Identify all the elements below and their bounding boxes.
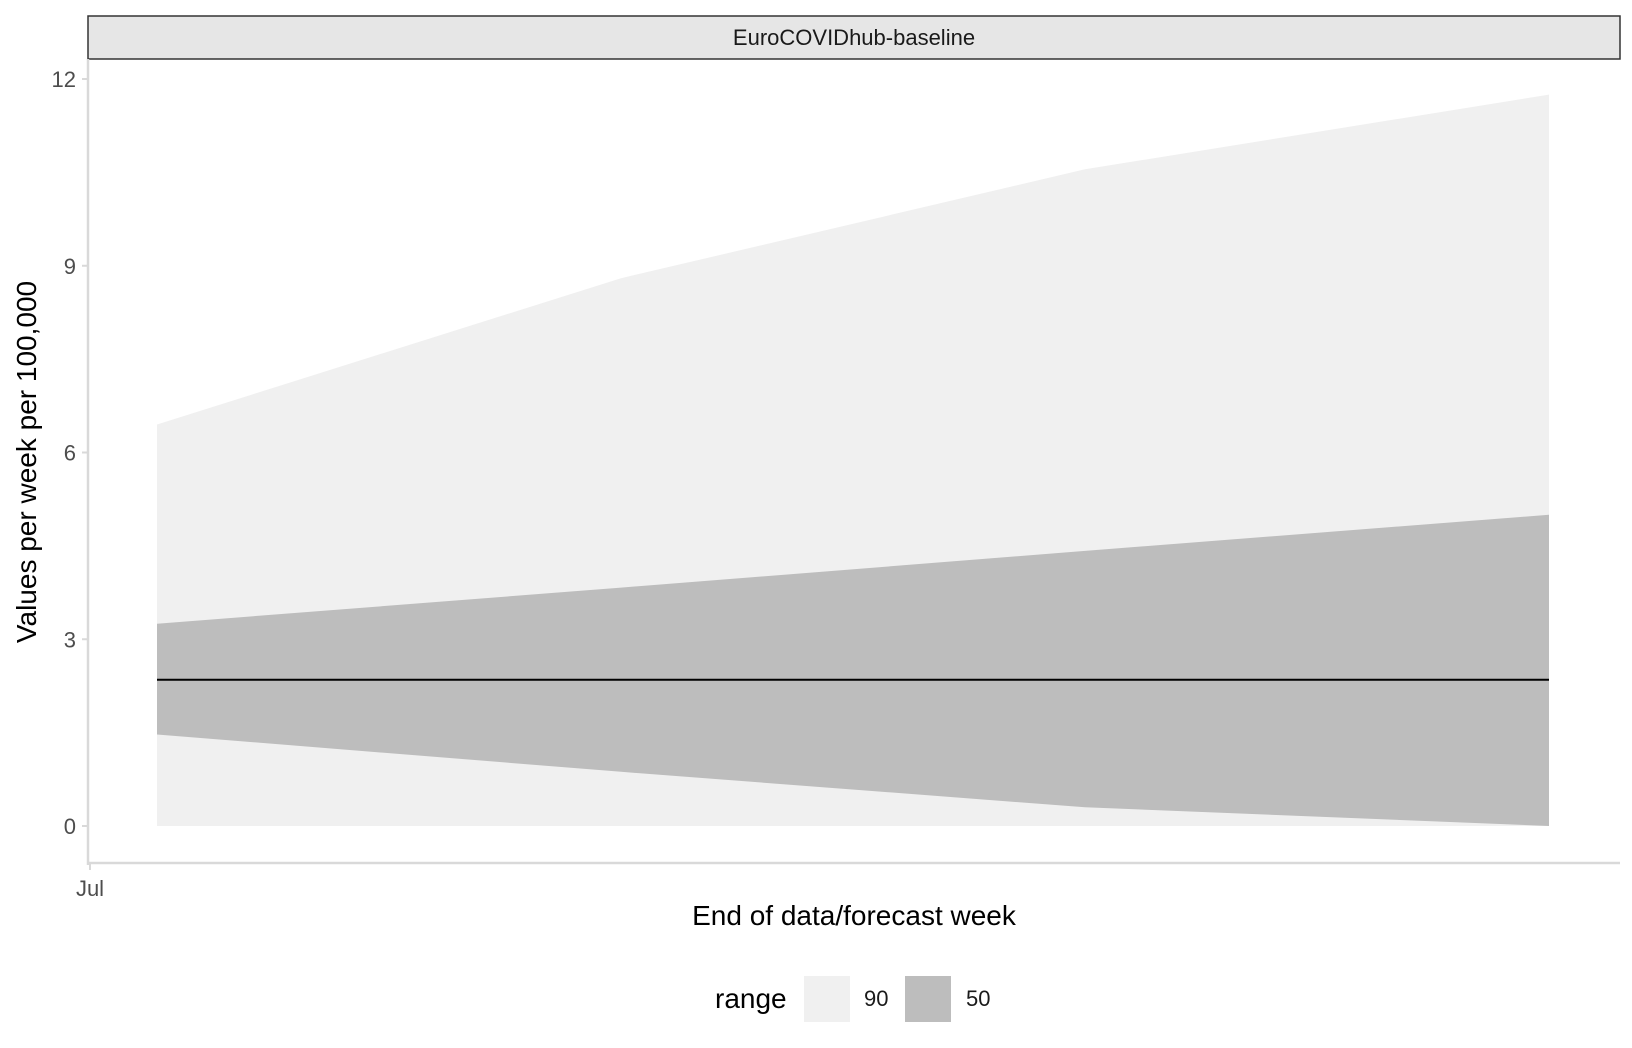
legend-label-90: 90 [864,986,888,1011]
legend-key-90 [804,976,850,1022]
ribbon-layer [157,94,1549,827]
y-tick-label: 6 [64,441,76,466]
facet-strip: EuroCOVIDhub-baseline [87,15,1621,60]
y-tick-label: 3 [64,627,76,652]
legend-title: range [715,983,787,1014]
legend-key-50 [905,976,951,1022]
x-tick-label: Jul [76,876,104,901]
facet-strip-title: EuroCOVIDhub-baseline [733,25,975,50]
axes [86,59,1620,865]
legend-label-50: 50 [966,986,990,1011]
legend: range 90 50 [715,976,990,1022]
ribbon-50 [157,514,1549,826]
x-ticks: Jul [76,863,104,901]
y-tick-label: 0 [64,814,76,839]
y-tick-label: 12 [52,67,76,92]
y-ticks: 0 3 6 9 12 [52,67,88,839]
facet-strip-box [87,15,1621,60]
y-axis-title: Values per week per 100,000 [11,281,42,643]
x-axis-title: End of data/forecast week [692,900,1017,931]
y-tick-label: 9 [64,254,76,279]
